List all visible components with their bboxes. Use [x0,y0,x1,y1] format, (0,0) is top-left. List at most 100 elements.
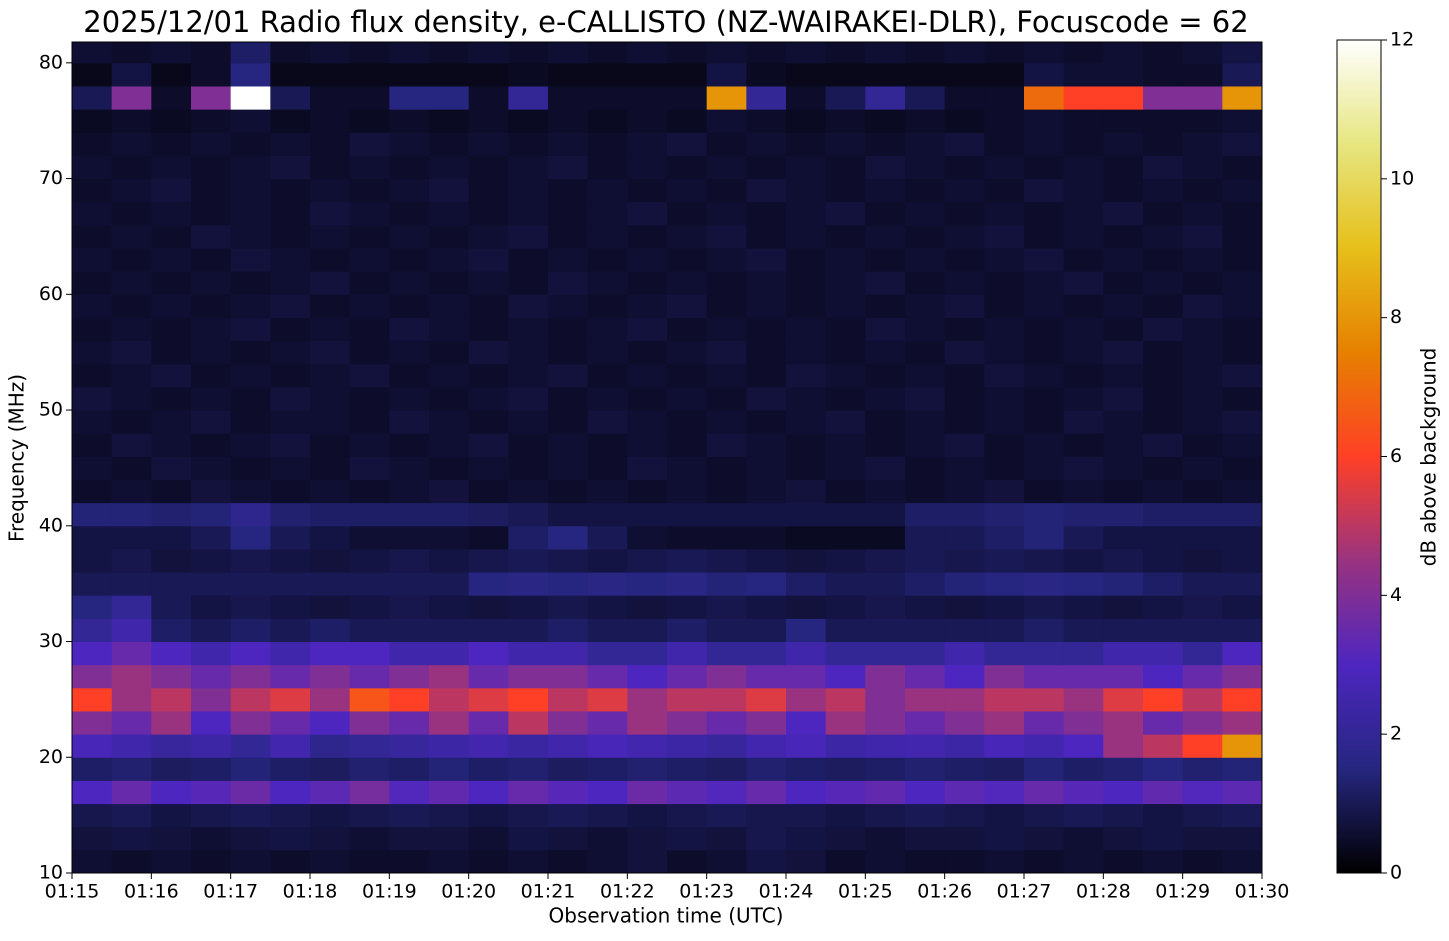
heatmap-cell [548,410,589,434]
heatmap-cell [349,317,390,342]
heatmap-cell [389,479,430,504]
heatmap-cell [1063,363,1104,388]
heatmap-cell [944,42,985,64]
heatmap-cell [349,155,390,180]
heatmap-cell [468,710,509,735]
heatmap-cell [429,294,470,318]
heatmap-cell [1103,42,1144,64]
heatmap-cell [468,248,509,272]
heatmap-cell [151,618,192,643]
heatmap-cell [111,687,152,712]
heatmap-cell [905,386,946,411]
x-tick-label: 01:26 [917,881,972,903]
heatmap-cell [746,734,787,758]
heatmap-cell [429,826,470,851]
heatmap-cell [706,155,747,180]
heatmap-cell [1143,271,1184,295]
heatmap-cell [508,826,549,851]
heatmap-cell [825,271,866,295]
heatmap-cell [1222,109,1262,133]
heatmap-cell [1024,780,1065,805]
heatmap-cell [1063,664,1104,689]
heatmap-cell [627,363,668,388]
heatmap-cell [1024,248,1065,272]
heatmap-cell [111,224,152,249]
heatmap-cell [349,641,390,666]
heatmap-cell [905,618,946,643]
heatmap-cell [1024,525,1065,550]
heatmap-cell [389,826,430,851]
heatmap-cell [667,803,708,828]
heatmap-cell [706,363,747,388]
heatmap-cell [1063,294,1104,318]
heatmap-cell [1024,155,1065,180]
heatmap-cell [1143,456,1184,480]
heatmap-cell [230,363,271,388]
heatmap-cell [865,780,906,805]
heatmap-cell [1063,479,1104,504]
heatmap-cell [587,155,628,180]
heatmap-cell [191,618,232,643]
heatmap-cell [151,132,192,156]
heatmap-cell [667,849,708,873]
heatmap-cell [230,710,271,735]
heatmap-cell [508,294,549,318]
heatmap-cell [310,178,351,203]
heatmap-cell [468,595,509,619]
heatmap-cell [508,363,549,388]
heatmap-cell [468,109,509,133]
x-tick-label: 01:24 [759,881,814,903]
heatmap-cell [1222,294,1262,318]
heatmap-cell [865,548,906,573]
heatmap-cell [429,641,470,666]
heatmap-cell [310,155,351,180]
heatmap-cell [627,386,668,411]
heatmap-cell [587,271,628,295]
heatmap-cell [429,62,470,87]
heatmap-cell [230,826,271,851]
heatmap-cell [627,641,668,666]
heatmap-cell [111,502,152,527]
heatmap-cell [706,664,747,689]
heatmap-cell [944,687,985,712]
heatmap-cell [587,178,628,203]
heatmap-cell [72,62,113,87]
heatmap-cell [151,502,192,527]
heatmap-cell [1024,410,1065,434]
heatmap-cell [706,248,747,272]
heatmap-cell [1103,780,1144,805]
heatmap-cell [865,803,906,828]
heatmap-cell [627,201,668,226]
heatmap-cell [72,178,113,203]
heatmap-cell [905,803,946,828]
heatmap-cell [389,849,430,873]
heatmap-cell [1222,224,1262,249]
heatmap-cell [865,42,906,64]
heatmap-cell [270,849,311,873]
heatmap-cell [389,664,430,689]
heatmap-cell [1063,757,1104,781]
heatmap-cell [508,641,549,666]
heatmap-cell [1182,62,1223,87]
heatmap-cell [1182,618,1223,643]
heatmap-cell [389,687,430,712]
heatmap-cell [191,410,232,434]
heatmap-cell [984,294,1025,318]
heatmap-cell [468,42,509,64]
heatmap-cell [865,294,906,318]
heatmap-cell [1182,248,1223,272]
plot-frame [71,41,1263,874]
heatmap-cell [1103,826,1144,851]
heatmap-cell [825,224,866,249]
heatmap-cell [548,340,589,365]
heatmap-cell [825,826,866,851]
heatmap-cell [905,757,946,781]
heatmap-cell [151,201,192,226]
heatmap-cell [429,433,470,457]
heatmap-cell [310,710,351,735]
heatmap-cell [944,62,985,87]
heatmap-cell [667,641,708,666]
heatmap-cell [786,618,827,643]
heatmap-cell [865,525,906,550]
heatmap-cell [825,572,866,596]
